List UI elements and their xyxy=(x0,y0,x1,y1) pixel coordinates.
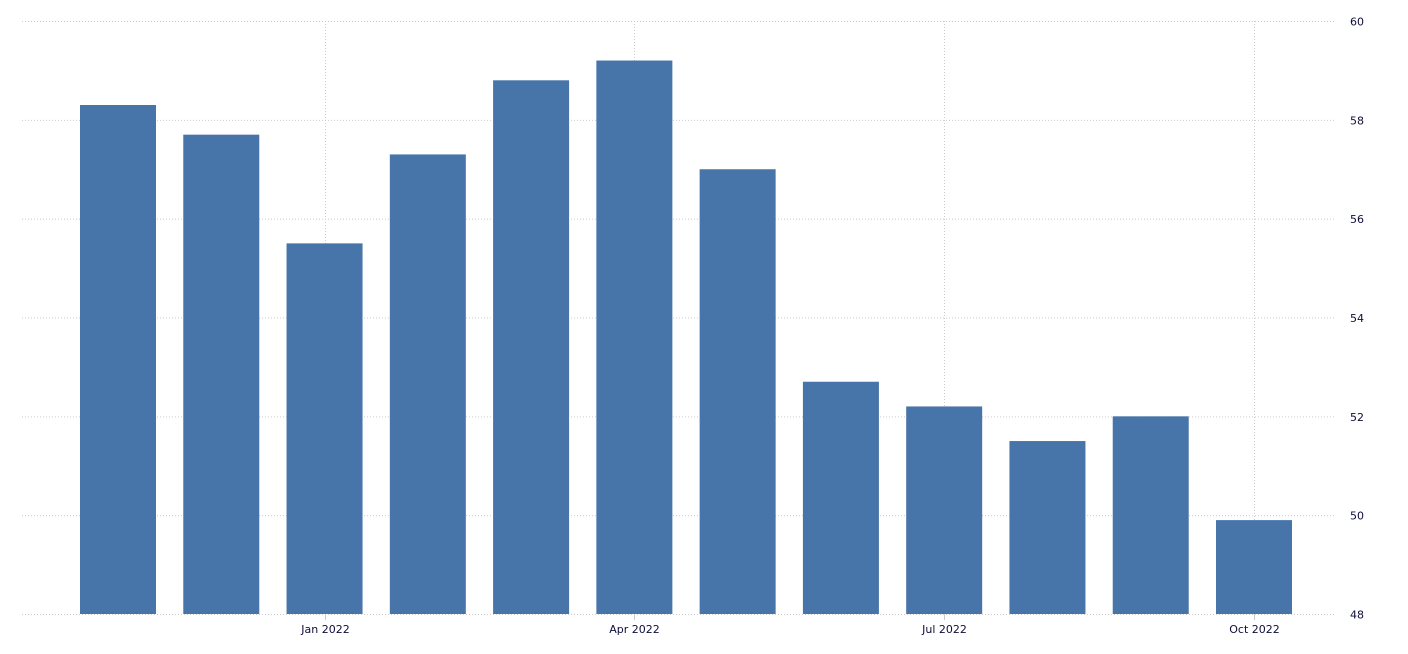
bar-sep-2022 xyxy=(1112,416,1189,614)
x-tick-label: Jan 2022 xyxy=(300,623,349,636)
bar-oct-2022 xyxy=(1216,520,1292,614)
y-axis: 48 50 52 54 56 58 60 xyxy=(1350,16,1364,622)
y-tick-label: 48 xyxy=(1350,609,1364,622)
y-tick-label: 52 xyxy=(1350,411,1364,424)
y-tick-label: 58 xyxy=(1350,114,1364,127)
x-tick-label: Jul 2022 xyxy=(921,623,967,636)
bar-dec-2021 xyxy=(183,134,260,615)
y-tick-label: 54 xyxy=(1350,312,1364,325)
bar-jan-2022 xyxy=(286,243,363,614)
y-tick-label: 60 xyxy=(1350,16,1364,29)
bar-jun-2022 xyxy=(802,381,879,614)
bar-nov-2021 xyxy=(80,105,156,614)
bar-aug-2022 xyxy=(1009,441,1086,614)
x-tick-label: Oct 2022 xyxy=(1229,623,1280,636)
x-tick-label: Apr 2022 xyxy=(609,623,660,636)
y-tick-label: 50 xyxy=(1350,510,1364,523)
bars xyxy=(80,60,1292,615)
bar-apr-2022 xyxy=(596,60,673,615)
bar-mar-2022 xyxy=(493,80,570,615)
y-tick-label: 56 xyxy=(1350,213,1364,226)
bar-may-2022 xyxy=(699,169,776,614)
bar-feb-2022 xyxy=(389,154,466,615)
bar-jul-2022 xyxy=(906,406,983,614)
x-axis: Jan 2022 Apr 2022 Jul 2022 Oct 2022 xyxy=(300,614,1280,636)
